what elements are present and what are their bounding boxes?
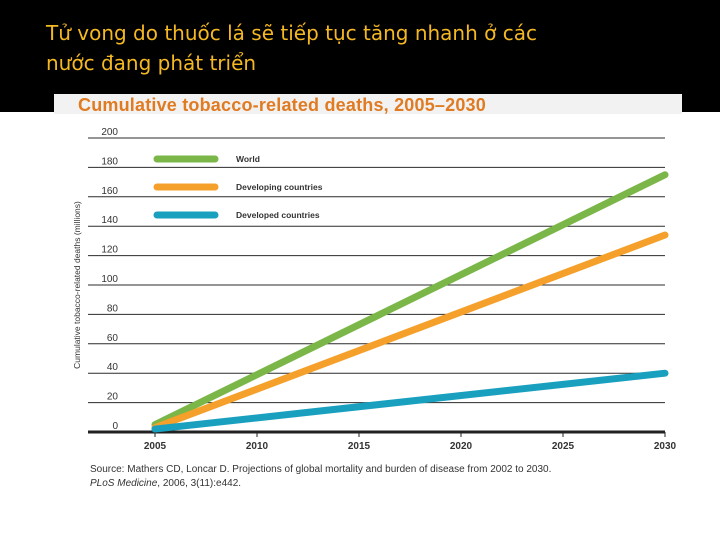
legend-label: Developed countries — [236, 210, 320, 220]
legend-label: World — [236, 154, 260, 164]
x-tick-label: 2025 — [552, 441, 575, 452]
series-line-developing-countries — [151, 231, 669, 432]
series-line-world — [151, 171, 669, 429]
series-line-developed-countries — [151, 369, 669, 433]
x-tick-label: 2010 — [246, 441, 269, 452]
y-tick-label: 20 — [107, 392, 119, 403]
slide-title-line-2: nước đang phát triển — [46, 51, 257, 75]
source-journal: PLoS Medicine — [90, 478, 158, 489]
y-tick-label: 140 — [101, 215, 118, 226]
x-tick-label: 2020 — [450, 441, 473, 452]
y-axis-label: Cumulative tobacco-related deaths (milli… — [72, 201, 82, 369]
y-tick-label: 180 — [101, 156, 118, 167]
source-volume: , 2006, 3(11):e442. — [157, 478, 242, 489]
x-tick-label: 2015 — [348, 441, 371, 452]
x-tick-label: 2005 — [144, 441, 167, 452]
chart-title-band — [54, 94, 682, 114]
y-tick-label: 80 — [107, 303, 119, 314]
y-tick-label: 40 — [107, 362, 119, 373]
legend-label: Developing countries — [236, 182, 323, 192]
y-tick-label: 160 — [101, 186, 118, 197]
source-line-2: PLoS Medicine, 2006, 3(11):e442. — [90, 477, 551, 491]
source-citation: Source: Mathers CD, Loncar D. Projection… — [90, 463, 551, 491]
chart-title: Cumulative tobacco-related deaths, 2005–… — [78, 95, 486, 115]
slide-title: Tử vong do thuốc lá sẽ tiếp tục tăng nha… — [46, 18, 686, 78]
y-tick-label: 100 — [101, 274, 118, 285]
source-line-1: Source: Mathers CD, Loncar D. Projection… — [90, 464, 552, 475]
x-tick-label: 2030 — [654, 441, 677, 452]
y-tick-label: 200 — [101, 127, 118, 138]
y-tick-label: 0 — [112, 421, 118, 432]
y-tick-label: 60 — [107, 333, 119, 344]
title-bar — [0, 0, 720, 112]
slide-title-line-1: Tử vong do thuốc lá sẽ tiếp tục tăng nha… — [46, 21, 537, 45]
y-tick-label: 120 — [101, 245, 118, 256]
